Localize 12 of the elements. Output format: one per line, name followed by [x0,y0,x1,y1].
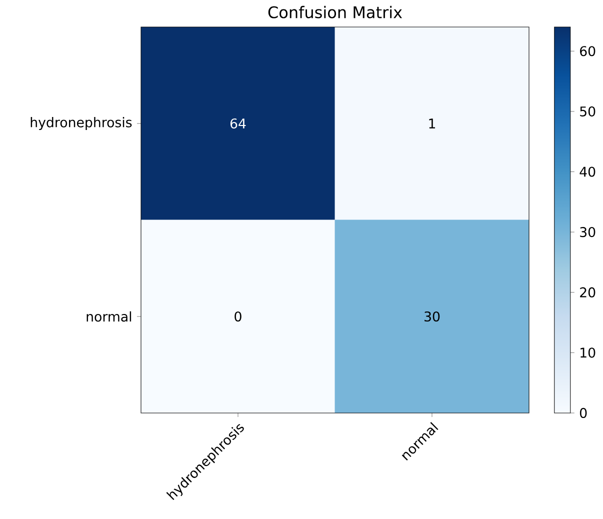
color-bar-label: 30 [580,227,596,238]
data-label: 64 [230,118,246,129]
color-bar-label: 0 [580,408,587,418]
color-bar-label: 20 [580,287,596,298]
color-bar-label: 60 [580,46,596,56]
color-bar-label: 10 [580,348,596,358]
data-label: 0 [234,311,242,322]
chart-title: Confusion Matrix [268,6,402,18]
color-bar-label: 50 [580,106,596,116]
data-label: 30 [424,311,440,322]
color-bar-label: 40 [580,166,596,177]
data-label: 1 [429,118,436,128]
